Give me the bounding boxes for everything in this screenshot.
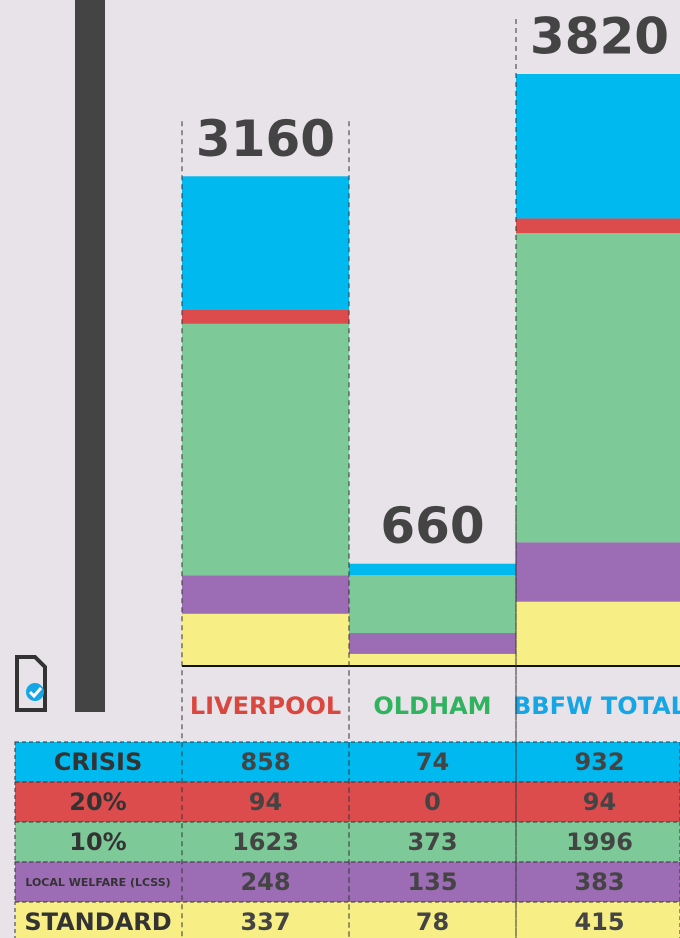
bar-segment: [349, 653, 516, 666]
bar-segment: [349, 563, 516, 576]
table-value: 1996: [566, 828, 633, 856]
table-value: 858: [240, 748, 290, 776]
table-value: 383: [574, 868, 624, 896]
row-label: LOCAL WELFARE (LCSS): [25, 876, 170, 889]
bar-segment: [182, 176, 349, 310]
table-value: 94: [583, 788, 616, 816]
table-value: 337: [240, 908, 290, 936]
row-label: 10%: [69, 828, 126, 856]
table-value: 135: [407, 868, 457, 896]
bar-segment: [516, 542, 680, 602]
table-row: [14, 861, 680, 903]
table-row: [14, 901, 680, 938]
table-value: 1623: [232, 828, 299, 856]
bar-segment: [516, 233, 680, 543]
table-value: 94: [249, 788, 282, 816]
category-label: OLDHAM: [373, 692, 491, 720]
category-label: BBFW TOTAL: [513, 692, 680, 720]
total-label: 3160: [196, 110, 335, 168]
bar-segment: [516, 74, 680, 219]
table-value: 932: [574, 748, 624, 776]
total-label: 660: [380, 497, 484, 555]
bar-segment: [182, 309, 349, 324]
table-value: 373: [407, 828, 457, 856]
table-value: 78: [416, 908, 449, 936]
bar-segment: [182, 323, 349, 576]
table-value: 248: [240, 868, 290, 896]
bar-segment: [516, 601, 680, 666]
bar-segment: [182, 575, 349, 614]
table-row: [14, 821, 680, 863]
bar-segment: [349, 632, 516, 654]
category-label: LIVERPOOL: [190, 692, 341, 720]
row-label: STANDARD: [24, 908, 171, 936]
bar-segment: [182, 613, 349, 666]
table-value: 415: [574, 908, 624, 936]
decor-bar: [75, 0, 105, 712]
table-row: [14, 781, 680, 823]
row-label: 20%: [69, 788, 126, 816]
table-value: 74: [416, 748, 449, 776]
table-value: 0: [424, 788, 441, 816]
table-row: [14, 741, 680, 783]
total-label: 3820: [530, 8, 669, 66]
bar-segment: [516, 218, 680, 234]
bar-segment: [349, 575, 516, 633]
icon: [15, 655, 47, 712]
row-label: CRISIS: [54, 748, 143, 776]
